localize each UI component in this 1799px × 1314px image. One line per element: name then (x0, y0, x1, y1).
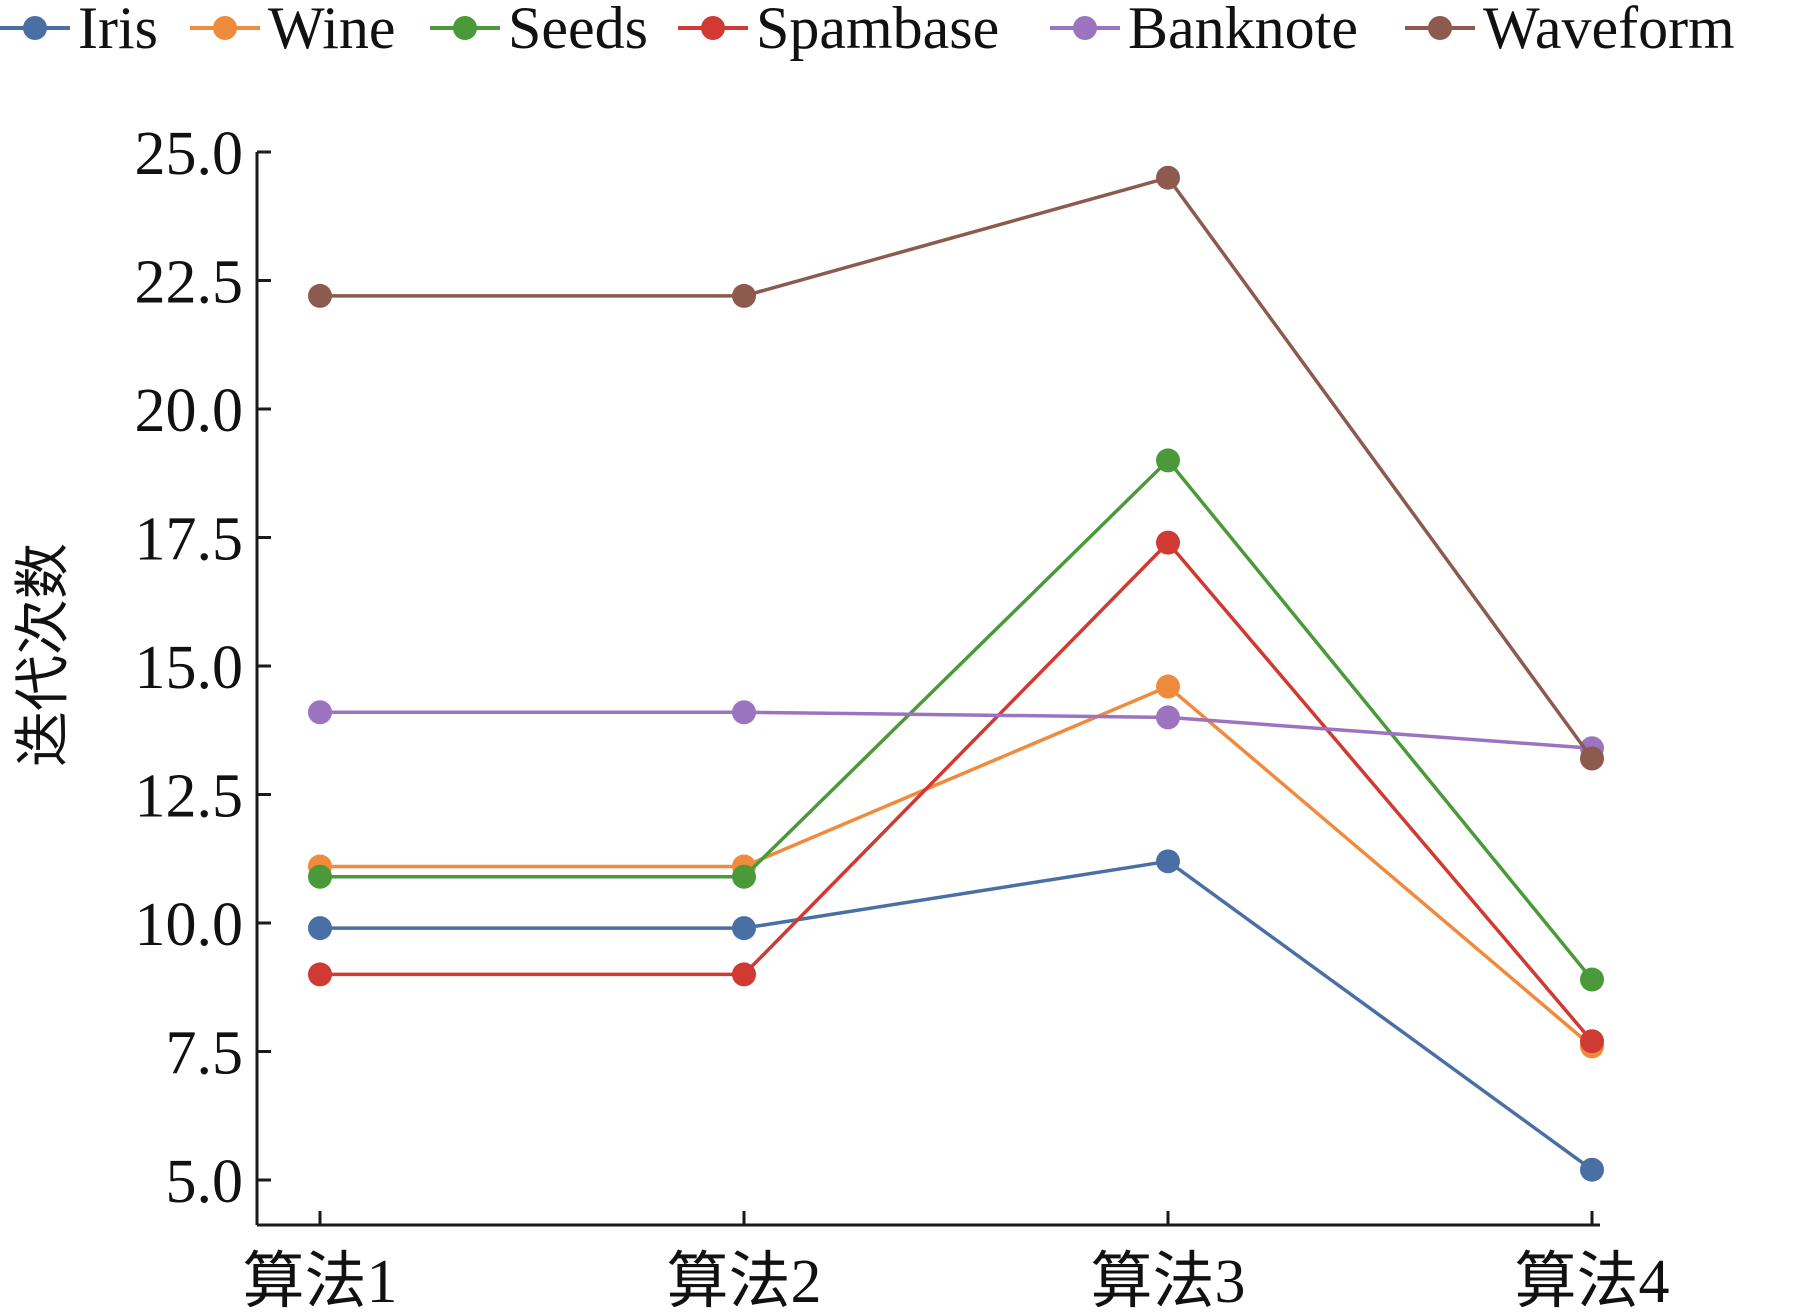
data-point-seeds (732, 864, 756, 889)
legend-marker-wine (213, 16, 237, 40)
y-tick-label: 22.5 (135, 249, 244, 317)
legend-label-waveform: Waveform (1483, 0, 1735, 61)
x-tick-label: 算法1 (242, 1248, 397, 1314)
y-tick-label: 7.5 (166, 1020, 244, 1088)
data-point-seeds (1580, 967, 1604, 992)
series-waveform (308, 165, 1604, 771)
legend-marker-waveform (1428, 16, 1452, 40)
data-point-seeds (1156, 448, 1180, 473)
legend-marker-iris (23, 16, 47, 40)
legend: Iris Wine Seeds Spambase Banknote Waveform (0, 0, 1735, 61)
axes (255, 152, 1600, 1227)
series-wine (308, 674, 1604, 1059)
legend-item-banknote: Banknote (1050, 0, 1358, 61)
legend-label-wine: Wine (268, 0, 396, 61)
data-point-waveform (1580, 746, 1604, 771)
y-tick-label: 15.0 (135, 634, 244, 702)
series-banknote (308, 700, 1604, 761)
data-point-iris (1580, 1157, 1604, 1182)
y-tick-label: 25.0 (135, 120, 244, 188)
data-point-banknote (308, 700, 332, 725)
series-line-banknote (320, 710, 1593, 750)
data-point-banknote (1156, 705, 1180, 730)
y-tick-label: 20.0 (135, 377, 244, 445)
data-point-spambase (1156, 530, 1180, 555)
legend-item-waveform: Waveform (1405, 0, 1735, 61)
data-point-waveform (1156, 165, 1180, 190)
legend-marker-seeds (453, 16, 477, 40)
y-axis-label-group: 迭代次数 (11, 543, 76, 767)
data-point-spambase (732, 962, 756, 987)
data-point-iris (308, 916, 332, 941)
series-line-wine (320, 684, 1594, 1048)
legend-item-spambase: Spambase (678, 0, 999, 61)
data-point-seeds (308, 864, 332, 889)
legend-item-seeds: Seeds (430, 0, 648, 61)
y-ticks: 5.0 7.5 10.0 12.5 15.0 17.5 20.0 22.5 25.0 (135, 120, 271, 1216)
series-seeds (308, 448, 1604, 992)
legend-label-seeds: Seeds (508, 0, 648, 61)
series-line-iris (320, 859, 1594, 1172)
data-point-banknote (732, 700, 756, 725)
x-tick-label: 算法3 (1090, 1248, 1245, 1314)
data-point-waveform (308, 283, 332, 308)
y-tick-label: 5.0 (166, 1148, 244, 1216)
legend-label-iris: Iris (78, 0, 158, 61)
series-line-seeds (320, 457, 1594, 981)
data-point-spambase (1580, 1029, 1604, 1054)
series-group (308, 165, 1604, 1182)
series-line-spambase (320, 540, 1594, 1043)
data-point-spambase (308, 962, 332, 987)
data-point-iris (1156, 849, 1180, 874)
legend-item-iris: Iris (0, 0, 158, 61)
data-point-wine (1156, 674, 1180, 699)
legend-label-banknote: Banknote (1128, 0, 1358, 61)
y-tick-label: 17.5 (135, 506, 244, 574)
data-point-waveform (732, 283, 756, 308)
legend-label-spambase: Spambase (756, 0, 999, 61)
x-tick-label: 算法4 (1514, 1248, 1669, 1314)
legend-marker-spambase (701, 16, 725, 40)
legend-marker-banknote (1073, 16, 1097, 40)
x-ticks: 算法1 算法2 算法3 算法4 (242, 1211, 1670, 1314)
legend-item-wine: Wine (190, 0, 396, 61)
series-iris (308, 849, 1604, 1182)
series-line-waveform (320, 175, 1594, 760)
y-axis-label: 迭代次数 (11, 543, 76, 767)
x-tick-label: 算法2 (666, 1248, 821, 1314)
y-tick-label: 10.0 (135, 891, 244, 959)
series-spambase (308, 530, 1604, 1054)
y-tick-label: 12.5 (135, 763, 244, 831)
data-point-iris (732, 916, 756, 941)
